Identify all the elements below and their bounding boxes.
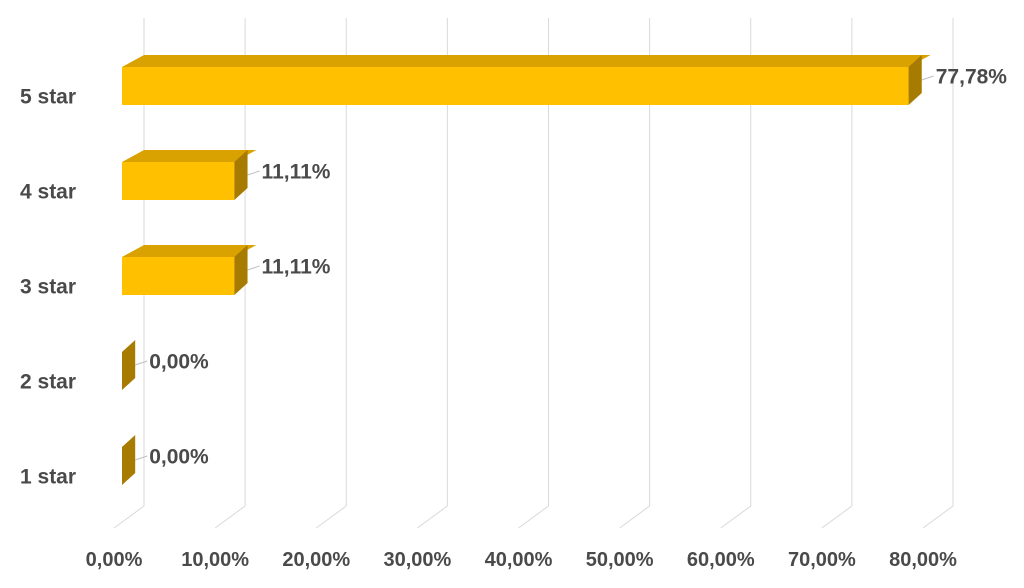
x-tick-label: 80,00%	[889, 549, 957, 571]
x-tick-label: 50,00%	[586, 549, 654, 571]
data-label: 11,11%	[262, 161, 331, 184]
leader-line	[135, 360, 148, 366]
bar-side-face	[122, 340, 136, 390]
data-label: 0,00%	[149, 446, 209, 469]
x-tick-label: 0,00%	[86, 549, 143, 571]
category-labels: 5 star 4 star 3 star 2 star 1 star	[20, 86, 76, 489]
leader-lines	[135, 75, 934, 461]
bar	[122, 55, 931, 105]
floor-gridline	[214, 505, 246, 529]
x-tick-label: 40,00%	[485, 549, 553, 571]
bar-front-face	[122, 257, 235, 295]
bar	[122, 340, 136, 390]
bar-side-face	[234, 150, 248, 200]
bar-top-face	[122, 150, 257, 162]
bar-top-face	[122, 245, 257, 257]
data-labels: 77,78% 11,11% 11,11% 0,00% 0,00%	[149, 66, 1007, 469]
category-label: 3 star	[20, 276, 76, 299]
bars	[122, 55, 931, 485]
leader-line	[921, 75, 934, 81]
floor-gridline	[922, 505, 954, 529]
bar-side-face	[122, 435, 136, 485]
category-label: 4 star	[20, 181, 76, 204]
bar-front-face	[122, 162, 235, 200]
floor-gridline	[619, 505, 650, 529]
leader-line	[247, 265, 260, 271]
leader-line	[135, 455, 148, 461]
category-label: 2 star	[20, 371, 76, 394]
x-tick-label: 30,00%	[383, 549, 451, 571]
x-tick-label: 10,00%	[181, 549, 249, 571]
bar-side-face	[908, 55, 922, 105]
bar-front-face	[122, 67, 909, 105]
floor-gridline	[113, 505, 145, 529]
data-label: 11,11%	[262, 256, 331, 279]
floor-gridline	[315, 505, 347, 529]
bar-side-face	[234, 245, 248, 295]
data-label: 77,78%	[936, 66, 1008, 89]
floor-gridline	[821, 505, 853, 529]
data-label: 0,00%	[149, 351, 209, 374]
x-tick-label: 20,00%	[282, 549, 350, 571]
category-label: 1 star	[20, 466, 76, 489]
floor-gridline	[518, 505, 549, 529]
floor-gridline	[417, 505, 448, 529]
bar-top-face	[122, 55, 931, 67]
bar	[122, 245, 257, 295]
x-tick-labels: 0,00% 10,00% 20,00% 30,00% 40,00% 50,00% 60,00…	[86, 549, 957, 571]
bar	[122, 435, 136, 485]
x-tick-label: 70,00%	[788, 549, 856, 571]
x-tick-label: 60,00%	[687, 549, 755, 571]
category-label: 5 star	[20, 86, 76, 109]
floor-gridline	[720, 505, 752, 529]
leader-line	[247, 170, 260, 176]
bar	[122, 150, 257, 200]
